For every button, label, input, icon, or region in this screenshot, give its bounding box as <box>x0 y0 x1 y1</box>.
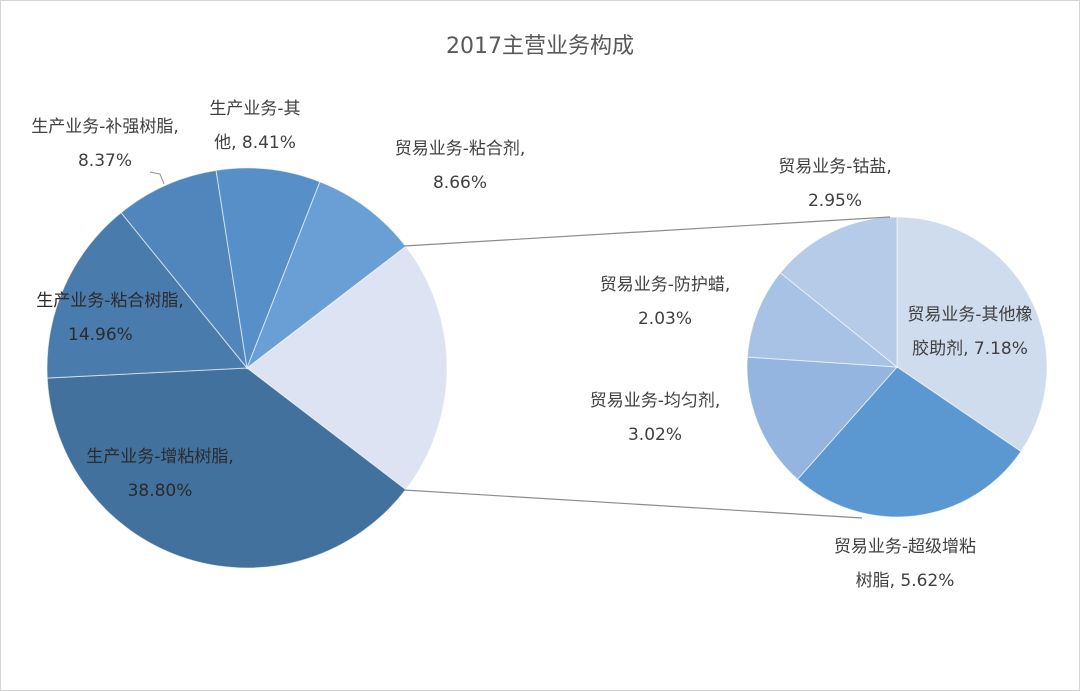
data-label-nianheji: 贸易业务-粘合剂, 8.66% <box>360 132 560 200</box>
main-pie <box>46 167 448 569</box>
pie-slice-buqiang <box>120 169 248 370</box>
pie-slice-fanghu <box>746 272 899 368</box>
label-value: 8.37% <box>77 151 132 171</box>
chart-title: 2017主营业务构成 <box>446 34 634 59</box>
label-line: 贸易业务-其他橡 <box>907 305 1033 325</box>
label-value: 树脂, 5.62% <box>855 571 955 591</box>
pie-slice-other-trade <box>246 245 448 491</box>
label-value: 他, 8.41% <box>214 133 296 153</box>
label-line: 贸易业务-均匀剂, <box>589 391 721 411</box>
label-line: 贸易业务-超级增粘 <box>833 537 977 557</box>
leader-line-buqiang <box>149 171 165 185</box>
label-value: 3.02% <box>627 425 682 445</box>
connector-line-bottom <box>403 489 863 519</box>
label-value: 8.66% <box>432 173 487 193</box>
data-label-chaoji: 贸易业务-超级增粘 树脂, 5.62% <box>800 530 1010 598</box>
label-line: 生产业务-增粘树脂, <box>86 447 234 467</box>
data-label-gu: 贸易业务-钴盐, 2.95% <box>740 150 930 218</box>
label-value: 2.95% <box>807 191 862 211</box>
label-value: 14.96% <box>68 325 133 345</box>
data-label-xiangjiao: 贸易业务-其他橡 胶助剂, 7.18% <box>880 298 1060 366</box>
label-value: 38.80% <box>127 481 193 501</box>
pie-slice-junyun <box>746 356 899 480</box>
pie-slice-zengnian <box>46 367 407 569</box>
pie-slice-nianheji <box>245 181 407 370</box>
data-label-qita: 生产业务-其 他, 8.41% <box>190 92 320 160</box>
label-line: 生产业务-粘合树脂, <box>36 291 184 311</box>
data-label-nianhe: 生产业务-粘合树脂, 14.96% <box>0 284 220 352</box>
data-label-zengnian: 生产业务-增粘树脂, 38.80% <box>40 440 280 508</box>
label-line: 贸易业务-防护蜡, <box>599 275 731 295</box>
secondary-pie <box>746 216 1048 518</box>
pie-slice-chaoji <box>796 366 1022 518</box>
pie-slice-nianhe <box>46 211 249 379</box>
label-value: 2.03% <box>637 309 692 329</box>
label-value: 胶助剂, 7.18% <box>912 339 1028 359</box>
data-label-junyun: 贸易业务-均匀剂, 3.02% <box>560 384 750 452</box>
label-line: 生产业务-补强树脂, <box>31 117 179 137</box>
data-label-fanghu: 贸易业务-防护蜡, 2.03% <box>570 268 760 336</box>
label-line: 贸易业务-粘合剂, <box>394 139 526 159</box>
data-label-buqiang: 生产业务-补强树脂, 8.37% <box>0 110 210 178</box>
pie-slice-qita <box>215 167 321 370</box>
label-line: 贸易业务-钴盐, <box>778 157 892 177</box>
pie-slice-xiangjiao <box>896 216 1048 453</box>
connector-line-top <box>403 216 891 247</box>
label-line: 生产业务-其 <box>209 99 301 119</box>
